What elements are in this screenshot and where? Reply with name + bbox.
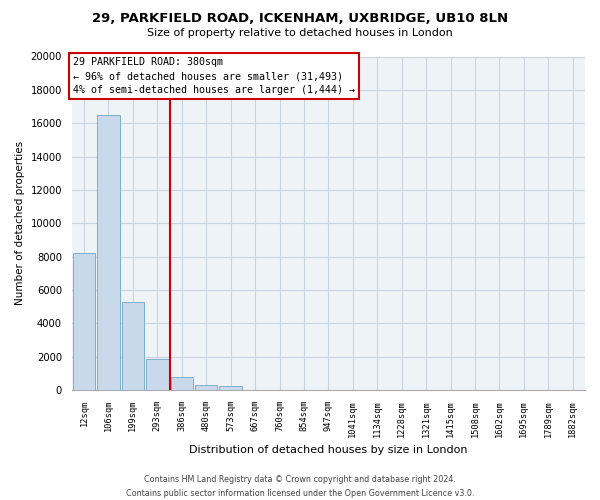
Text: 29, PARKFIELD ROAD, ICKENHAM, UXBRIDGE, UB10 8LN: 29, PARKFIELD ROAD, ICKENHAM, UXBRIDGE, … [92, 12, 508, 26]
Text: 29 PARKFIELD ROAD: 380sqm
← 96% of detached houses are smaller (31,493)
4% of se: 29 PARKFIELD ROAD: 380sqm ← 96% of detac… [73, 58, 355, 96]
Bar [195, 385, 217, 390]
Bar [73, 254, 95, 390]
Bar [146, 360, 169, 390]
X-axis label: Distribution of detached houses by size in London: Distribution of detached houses by size … [189, 445, 467, 455]
Bar [97, 115, 119, 390]
Y-axis label: Number of detached properties: Number of detached properties [15, 142, 25, 306]
Text: Size of property relative to detached houses in London: Size of property relative to detached ho… [147, 28, 453, 38]
Bar [170, 377, 193, 390]
Text: Contains HM Land Registry data © Crown copyright and database right 2024.
Contai: Contains HM Land Registry data © Crown c… [126, 476, 474, 498]
Bar [122, 302, 144, 390]
Bar [220, 386, 242, 390]
